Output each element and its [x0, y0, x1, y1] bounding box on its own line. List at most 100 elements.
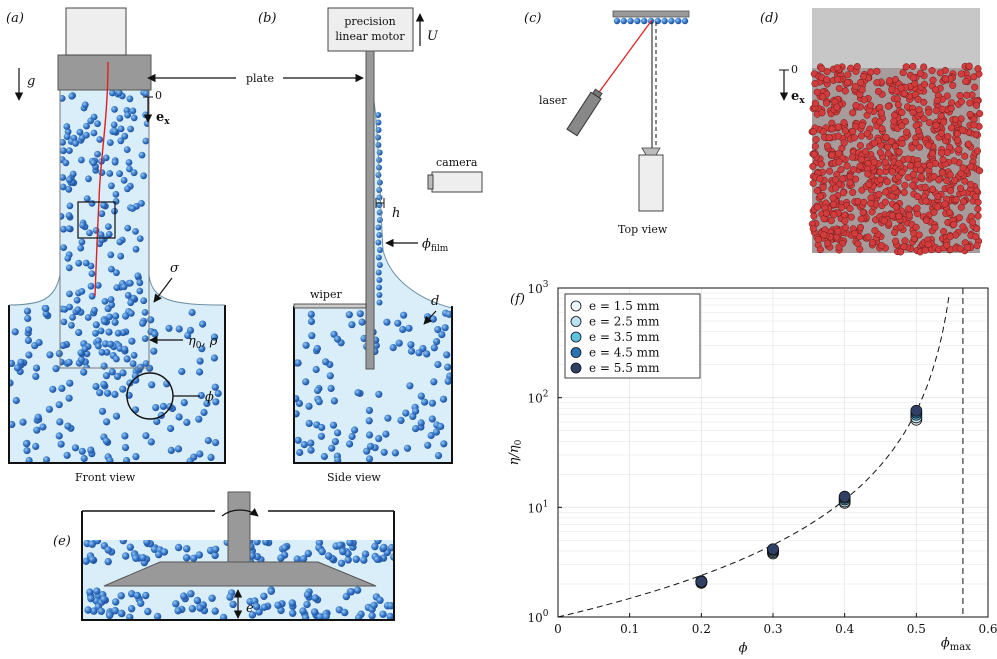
particle [104, 546, 112, 554]
particle [890, 184, 898, 192]
particle [347, 588, 355, 596]
particle [810, 212, 818, 220]
particle [428, 399, 436, 407]
particle [913, 204, 921, 212]
particle [129, 360, 137, 368]
particle [175, 325, 183, 333]
particle [661, 17, 668, 25]
particle [966, 110, 974, 118]
particle [127, 605, 136, 613]
particle [970, 73, 978, 81]
particle [124, 111, 131, 119]
particle [121, 132, 129, 140]
particle [212, 398, 220, 406]
particle [433, 338, 441, 346]
particle [430, 378, 438, 386]
particle [860, 96, 868, 104]
data-point [767, 543, 779, 556]
particle [129, 205, 137, 212]
particle [965, 62, 973, 70]
eta-rho-label: η0, ρ [188, 334, 218, 351]
particle [921, 246, 929, 254]
particle [375, 119, 382, 126]
particle [434, 326, 442, 334]
particle [833, 103, 841, 111]
particle [92, 321, 100, 329]
particle [882, 188, 890, 196]
particle [961, 152, 969, 160]
particle [65, 212, 73, 219]
particle [376, 187, 383, 193]
particle [921, 183, 929, 191]
particle [856, 223, 865, 231]
particle [922, 216, 930, 224]
particle [198, 345, 206, 353]
particle [289, 609, 297, 617]
particle [397, 416, 405, 424]
particle [277, 554, 285, 562]
particle [136, 235, 144, 243]
particle [106, 456, 114, 463]
particle [90, 129, 98, 137]
particle [375, 269, 382, 276]
particle [375, 390, 383, 398]
particle [835, 158, 843, 166]
particle [294, 395, 300, 403]
particle [66, 379, 74, 387]
particle [113, 355, 120, 363]
particle [138, 200, 145, 207]
particle [117, 252, 125, 260]
particle [138, 151, 146, 159]
particle [882, 133, 890, 141]
particle [613, 17, 621, 25]
particle [867, 199, 875, 207]
particle [334, 429, 342, 437]
particle [24, 336, 32, 344]
particle [182, 554, 191, 562]
particle [59, 341, 67, 350]
particle [105, 611, 114, 620]
particle [820, 231, 828, 239]
particle [112, 412, 121, 420]
particle [403, 444, 412, 452]
particle [888, 168, 897, 176]
particle [117, 592, 125, 600]
particle [187, 590, 195, 598]
particle [822, 99, 831, 107]
particle [376, 277, 383, 283]
particle [334, 456, 342, 463]
particle [152, 404, 160, 412]
particle [83, 195, 91, 203]
particle [375, 142, 382, 148]
particle [111, 318, 119, 326]
particle [417, 392, 425, 400]
particle [119, 329, 127, 337]
particle [895, 148, 903, 156]
particle [13, 364, 22, 372]
particle [871, 227, 879, 235]
particle [262, 540, 270, 546]
particle [140, 297, 148, 305]
particle [109, 90, 116, 97]
particle [160, 548, 169, 556]
particle [900, 188, 908, 197]
particle [901, 181, 909, 189]
particle [315, 398, 323, 406]
particle [823, 68, 831, 76]
particle [874, 87, 882, 95]
panel-d: (d) 0 ex [760, 8, 984, 256]
particle [60, 147, 67, 155]
y-tick-label: 103 [527, 280, 548, 296]
particle [144, 607, 152, 616]
particle [98, 348, 106, 356]
particle [968, 218, 976, 226]
particle [839, 189, 847, 197]
particle [318, 547, 326, 556]
particle [380, 448, 388, 456]
particle [211, 551, 219, 560]
particle [85, 175, 92, 183]
particle [373, 555, 381, 563]
particle [330, 397, 338, 405]
particle [117, 609, 126, 618]
particle [299, 607, 307, 615]
